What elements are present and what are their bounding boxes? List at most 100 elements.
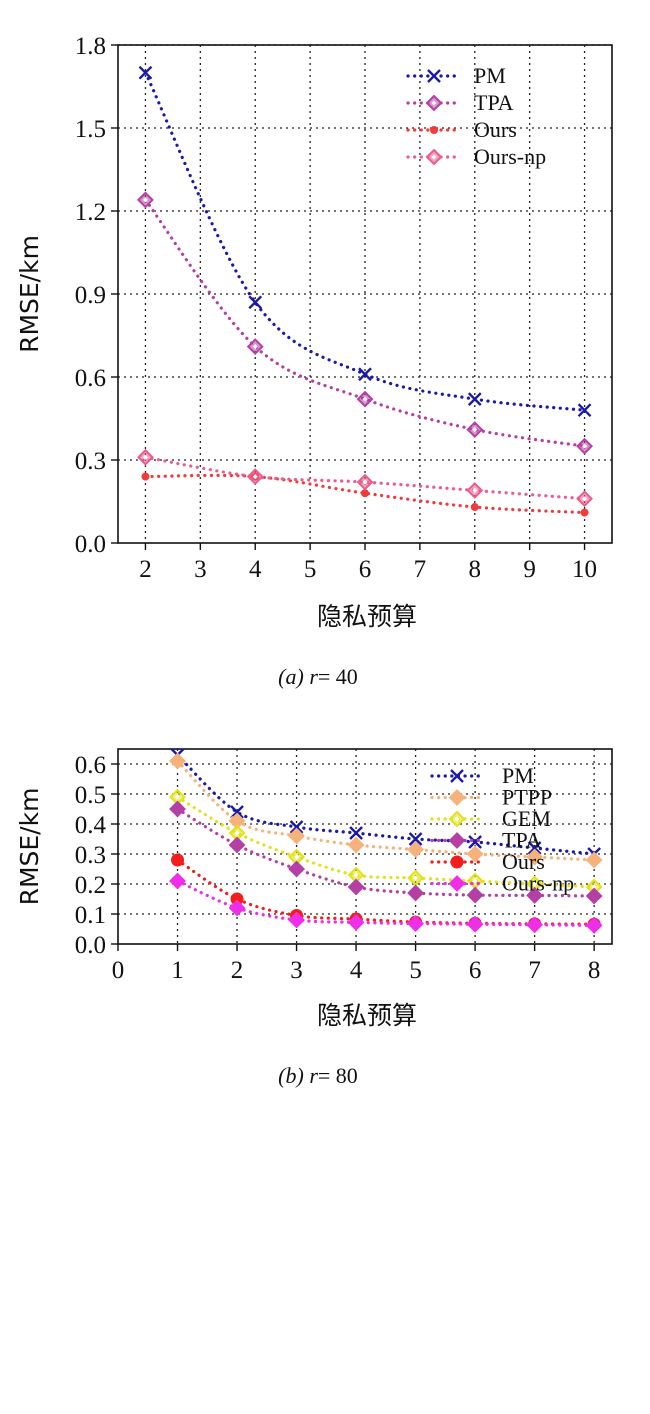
legend-label: PM bbox=[502, 763, 534, 788]
data-point bbox=[169, 800, 186, 818]
y-tick-label: 0.6 bbox=[75, 365, 106, 392]
legend-marker bbox=[427, 69, 441, 83]
caption-prefix: (a) bbox=[278, 664, 309, 689]
series-ptpp bbox=[169, 752, 603, 869]
data-point bbox=[347, 878, 365, 896]
data-point bbox=[585, 916, 603, 934]
legend-entry-ours-np: Ours-np bbox=[430, 871, 574, 896]
y-axis-label: RMSE/km bbox=[15, 235, 44, 353]
legend-marker-core bbox=[431, 100, 437, 106]
legend-label: TPA bbox=[502, 828, 542, 853]
x-tick-label: 1 bbox=[171, 957, 184, 984]
chart-caption: (b) r= 80 bbox=[278, 1063, 358, 1088]
legend-marker bbox=[450, 769, 464, 783]
data-point bbox=[407, 841, 425, 858]
x-tick-label: 3 bbox=[290, 957, 303, 984]
x-tick-label: 6 bbox=[469, 957, 482, 984]
data-point bbox=[407, 884, 425, 902]
legend-entry-ours: Ours bbox=[430, 849, 545, 874]
y-axis-label: RMSE/km bbox=[15, 788, 44, 906]
series-line bbox=[175, 753, 596, 856]
legend-entry-ours-np: Ours-np bbox=[406, 144, 546, 169]
legend-label: Ours-np bbox=[502, 871, 574, 896]
data-point bbox=[171, 853, 185, 867]
x-axis-label: 隐私预算 bbox=[317, 1001, 417, 1030]
legend-label: PTPP bbox=[502, 785, 552, 810]
caption-eq: = 40 bbox=[318, 664, 358, 689]
chart-caption: (a) r= 40 bbox=[278, 664, 358, 689]
data-point bbox=[358, 367, 372, 382]
data-point-core bbox=[252, 474, 258, 480]
caption-prefix: (b) bbox=[278, 1063, 309, 1088]
data-point bbox=[169, 872, 186, 890]
y-tick-label: 1.5 bbox=[75, 116, 106, 143]
x-tick-label: 7 bbox=[414, 556, 427, 583]
series-line bbox=[143, 455, 587, 501]
y-tick-label: 0.9 bbox=[75, 282, 106, 309]
caption-var: r bbox=[309, 664, 318, 689]
legend-label: Ours-np bbox=[474, 144, 546, 169]
x-tick-label: 2 bbox=[139, 556, 152, 583]
x-tick-label: 5 bbox=[304, 556, 317, 583]
grid-lines bbox=[118, 44, 612, 543]
data-point bbox=[361, 489, 369, 498]
data-point bbox=[141, 472, 150, 481]
caption-var: r bbox=[309, 1063, 318, 1088]
data-point bbox=[248, 295, 263, 310]
data-point bbox=[228, 836, 246, 854]
y-tick-label: 0.5 bbox=[75, 782, 106, 809]
data-point-core bbox=[591, 884, 597, 890]
series-line bbox=[143, 473, 587, 515]
data-point bbox=[470, 503, 479, 512]
x-tick-label: 9 bbox=[523, 556, 536, 583]
x-tick-label: 7 bbox=[528, 957, 541, 984]
data-point bbox=[138, 65, 153, 80]
chart-a: 2 3 4 5 6 7 8 9 10 0.0 0.3 0.6 0.9 1.2 1.5 1.8 RMSE/km 隐私… bbox=[15, 33, 613, 689]
data-point bbox=[288, 827, 305, 845]
legend-entry-tpa: TPA bbox=[430, 828, 542, 853]
data-point-core bbox=[362, 479, 368, 485]
legend-marker bbox=[450, 855, 464, 869]
y-tick-label: 0.6 bbox=[75, 752, 106, 779]
x-tick-label: 4 bbox=[350, 957, 363, 984]
series-ours-np bbox=[169, 872, 603, 934]
data-point-core bbox=[252, 344, 258, 350]
data-point-core bbox=[294, 854, 300, 860]
x-axis-label: 隐私预算 bbox=[317, 602, 417, 631]
legend-entry-ours: Ours bbox=[406, 117, 517, 142]
series-ours-np bbox=[137, 448, 593, 508]
data-point bbox=[349, 826, 363, 840]
data-point bbox=[407, 915, 425, 933]
y-tick-label: 0.3 bbox=[75, 448, 106, 475]
data-point-core bbox=[472, 427, 478, 433]
x-tick-label: 5 bbox=[409, 957, 422, 984]
legend-entry-ptpp: PTPP bbox=[430, 785, 552, 810]
chart-b: 0 1 2 3 4 5 6 7 8 0.0 0.1 0.2 0.3 0.4 0.5 0.6 RMSE/km 隐私预… bbox=[15, 748, 613, 1088]
legend-marker bbox=[430, 126, 438, 134]
data-point bbox=[466, 915, 484, 933]
legend-label: Ours bbox=[502, 849, 545, 874]
legend-marker-core bbox=[454, 816, 460, 822]
data-point bbox=[526, 848, 544, 866]
legend-entry-pm: PM bbox=[406, 63, 506, 88]
legend-marker bbox=[448, 832, 466, 849]
data-point-core bbox=[582, 496, 588, 502]
series-line bbox=[143, 71, 587, 412]
data-point bbox=[526, 916, 544, 934]
x-tick-label: 8 bbox=[469, 556, 482, 583]
data-point-core bbox=[175, 794, 181, 800]
y-tick-label: 0.3 bbox=[75, 842, 106, 869]
data-point bbox=[169, 752, 186, 770]
data-point-core bbox=[353, 872, 359, 878]
data-point bbox=[466, 886, 484, 904]
legend-entry-tpa: TPA bbox=[406, 90, 514, 115]
data-point-core bbox=[472, 878, 478, 884]
y-tick-label: 0.0 bbox=[75, 932, 106, 959]
data-point bbox=[347, 913, 365, 931]
x-tick-label: 6 bbox=[359, 556, 372, 583]
data-point bbox=[230, 892, 244, 906]
series-line bbox=[175, 795, 596, 889]
y-tick-label: 0.2 bbox=[75, 872, 106, 899]
y-tick-label: 0.4 bbox=[75, 812, 107, 839]
